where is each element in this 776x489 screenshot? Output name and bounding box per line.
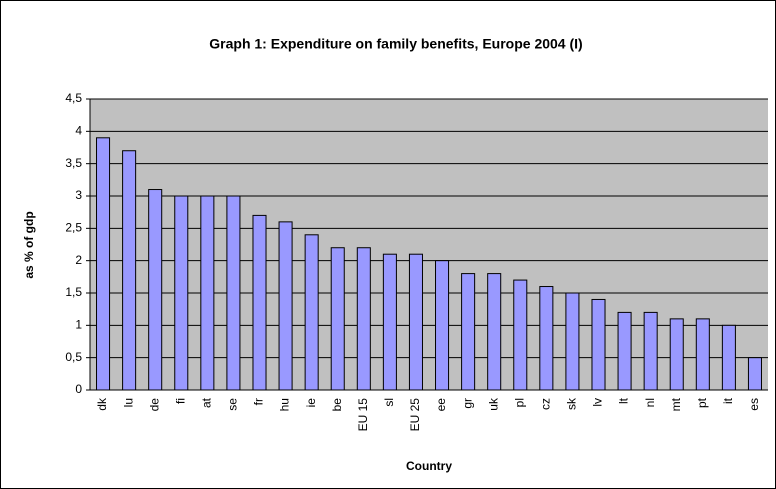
- bar: [513, 279, 528, 391]
- x-tick-label: es: [747, 398, 761, 411]
- bar: [487, 273, 502, 391]
- bar: [200, 195, 215, 391]
- bar: [356, 247, 371, 391]
- bar: [174, 195, 189, 391]
- x-tick-label: pt: [695, 397, 709, 408]
- x-tick-label: dk: [95, 397, 109, 411]
- bar: [721, 324, 736, 391]
- bar: [461, 273, 476, 391]
- x-axis-title: Country: [406, 459, 452, 473]
- y-tick-label: 2: [75, 253, 82, 267]
- x-tick-label: EU 15: [356, 398, 370, 432]
- y-tick-label: 3: [75, 188, 82, 202]
- x-tick-label: se: [226, 398, 240, 411]
- bar: [591, 298, 606, 391]
- x-tick-label: gr: [460, 398, 474, 409]
- x-tick-label: de: [147, 398, 161, 412]
- bar: [278, 221, 293, 391]
- plot-area: [90, 99, 768, 390]
- x-tick-label: uk: [486, 397, 500, 411]
- bar: [617, 311, 632, 391]
- bar: [252, 214, 267, 391]
- bar: [408, 253, 423, 391]
- y-tick-label: 1,5: [65, 285, 82, 299]
- bar: [539, 286, 554, 391]
- y-tick-label: 0: [75, 382, 82, 396]
- x-tick-label: hu: [278, 398, 292, 411]
- y-axis-title: as % of gdp: [22, 211, 36, 278]
- x-tick-label: fi: [173, 398, 187, 404]
- x-tick-label: fr: [252, 398, 266, 405]
- y-tick-label: 2,5: [65, 221, 82, 235]
- x-tick-label: ie: [304, 398, 318, 408]
- bar: [695, 318, 710, 391]
- bar: [435, 260, 450, 391]
- x-tick-label: sl: [382, 398, 396, 407]
- bar: [96, 137, 111, 391]
- x-tick-label: cz: [539, 398, 553, 410]
- y-tick-label: 4,5: [65, 91, 82, 105]
- y-tick-label: 0,5: [65, 350, 82, 364]
- x-tick-label: lt: [617, 397, 631, 404]
- bar: [382, 253, 397, 391]
- x-tick-label: sk: [565, 397, 579, 410]
- x-tick-label: nl: [643, 398, 657, 407]
- x-tick-label: at: [200, 397, 214, 408]
- bar: [122, 150, 137, 391]
- x-tick-label: pl: [512, 398, 526, 407]
- y-tick-label: 3,5: [65, 156, 82, 170]
- bar: [669, 318, 684, 391]
- bar: [148, 189, 163, 391]
- x-tick-label: EU 25: [408, 398, 422, 432]
- x-tick-label: be: [330, 398, 344, 412]
- bar: [304, 234, 319, 391]
- bar: [747, 357, 762, 391]
- bar: [565, 292, 580, 391]
- x-tick-label: it: [721, 397, 735, 404]
- bar: [330, 247, 345, 391]
- bar: [226, 195, 241, 391]
- x-tick-label: lv: [591, 398, 605, 407]
- y-tick-label: 4: [75, 124, 82, 138]
- bar: [643, 311, 658, 391]
- x-tick-label: mt: [669, 397, 683, 411]
- x-tick-label: ee: [434, 398, 448, 412]
- chart-title: Graph 1: Expenditure on family benefits,…: [209, 36, 582, 52]
- y-tick-label: 1: [75, 318, 82, 332]
- x-tick-label: lu: [121, 398, 135, 407]
